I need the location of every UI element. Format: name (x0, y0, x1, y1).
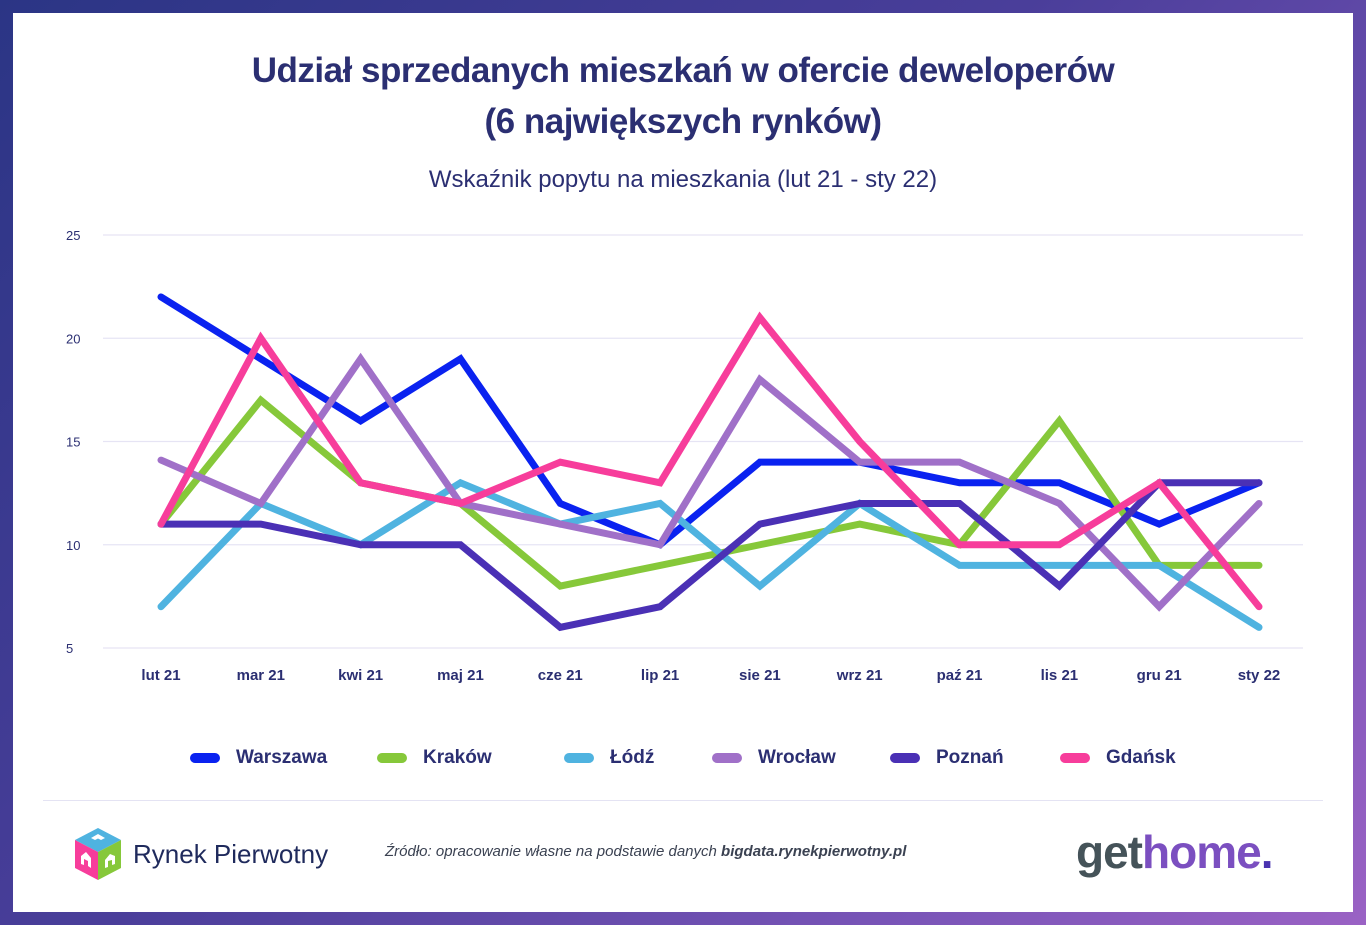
legend-swatch (890, 753, 920, 763)
source-link-text: bigdata.rynekpierwotny.pl (721, 843, 907, 860)
x-tick-label: sie 21 (739, 667, 781, 684)
source-note: Źródło: opracowanie własne na podstawie … (385, 843, 906, 860)
series-line-poznań (157, 479, 1263, 632)
cube-house-icon (75, 828, 121, 880)
legend-item-warszawa: Warszawa (190, 743, 327, 773)
x-tick-label: kwi 21 (338, 667, 383, 684)
legend-swatch (1060, 753, 1090, 763)
gethome-logo: gethome. (1076, 825, 1274, 879)
legend: Warszawa Kraków Łódź Wrocław Poznań Gdańsk (13, 743, 1353, 773)
y-axis-ticks: 5 10 15 20 25 (66, 228, 80, 656)
chart-title-line2: (6 największych rynków) (484, 102, 882, 141)
source-prefix: Źródło: opracowanie własne na podstawie … (385, 843, 722, 860)
series-line-kraków (157, 395, 1263, 590)
legend-swatch (564, 753, 594, 763)
x-tick-label: sty 22 (1238, 667, 1281, 684)
legend-swatch (377, 753, 407, 763)
y-tick-label: 10 (66, 538, 80, 553)
series-line-warszawa (157, 293, 1263, 549)
x-tick-label: mar 21 (237, 667, 285, 684)
legend-item-wrocław: Wrocław (712, 743, 836, 773)
series-lines (157, 293, 1263, 632)
footer-divider (43, 800, 1323, 801)
x-tick-label: paź 21 (937, 667, 983, 684)
x-tick-label: lip 21 (641, 667, 679, 684)
legend-label: Poznań (936, 747, 1004, 768)
y-tick-label: 20 (66, 331, 80, 346)
legend-label: Warszawa (236, 747, 328, 768)
x-tick-label: cze 21 (538, 667, 583, 684)
x-tick-label: gru 21 (1137, 667, 1182, 684)
gethome-logo-home: home (1142, 826, 1262, 878)
rynek-pierwotny-logo: Rynek Pierwotny (73, 826, 328, 882)
legend-item-łódź: Łódź (564, 743, 654, 773)
legend-label: Łódź (610, 747, 655, 768)
x-tick-label: wrz 21 (836, 667, 883, 684)
y-tick-label: 15 (66, 435, 80, 450)
gethome-logo-dot: . (1260, 826, 1274, 878)
legend-item-kraków: Kraków (377, 743, 492, 773)
legend-label: Kraków (423, 747, 492, 768)
legend-label: Gdańsk (1106, 747, 1176, 768)
series-line-wrocław (157, 352, 1263, 612)
chart-subtitle: Wskaźnik popytu na mieszkania (lut 21 - … (428, 166, 938, 193)
line-chart: 5 10 15 20 25 lut 21 mar 21 kwi 21 maj 21 cze 21… (66, 228, 1303, 684)
y-tick-label: 25 (66, 228, 80, 243)
chart-title-line1: Udział sprzedanych mieszkań w ofercie de… (251, 51, 1115, 90)
legend-swatch (712, 753, 742, 763)
gridlines (103, 234, 1303, 649)
series-line-gdańsk (157, 311, 1263, 611)
legend-item-gdańsk: Gdańsk (1060, 743, 1176, 773)
legend-item-poznań: Poznań (890, 743, 1004, 773)
gethome-logo-get: get (1076, 826, 1143, 878)
legend-label: Wrocław (758, 747, 836, 768)
y-tick-label: 5 (66, 641, 73, 656)
legend-swatch (190, 753, 220, 763)
rynek-pierwotny-logo-text: Rynek Pierwotny (133, 838, 329, 869)
x-tick-label: lut 21 (141, 667, 180, 684)
x-tick-label: lis 21 (1041, 667, 1079, 684)
x-tick-label: maj 21 (437, 667, 484, 684)
chart-card: Udział sprzedanych mieszkań w ofercie de… (13, 13, 1353, 912)
x-axis-ticks: lut 21 mar 21 kwi 21 maj 21 cze 21 lip 21 sie … (141, 667, 1280, 684)
